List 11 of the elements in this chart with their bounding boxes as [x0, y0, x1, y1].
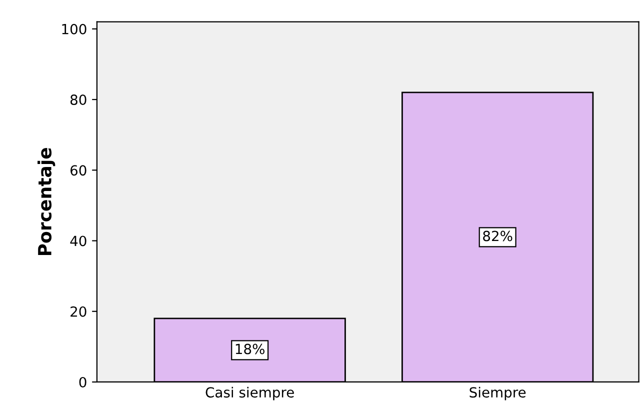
- y-tick-label: 100: [62, 24, 86, 34]
- y-tick-label: 0: [79, 376, 86, 388]
- y-axis-title: Porcentaje: [38, 148, 56, 256]
- y-tick-label: 40: [70, 236, 86, 246]
- data-label: 18%: [236, 344, 264, 354]
- y-tick-label: 60: [70, 165, 86, 176]
- y-tick-label: 80: [70, 94, 86, 105]
- x-tick-label: Siempre: [470, 386, 526, 400]
- data-label: 82%: [483, 230, 512, 242]
- y-tick-label: 20: [70, 306, 86, 317]
- x-tick-label: Casi siempre: [206, 386, 294, 400]
